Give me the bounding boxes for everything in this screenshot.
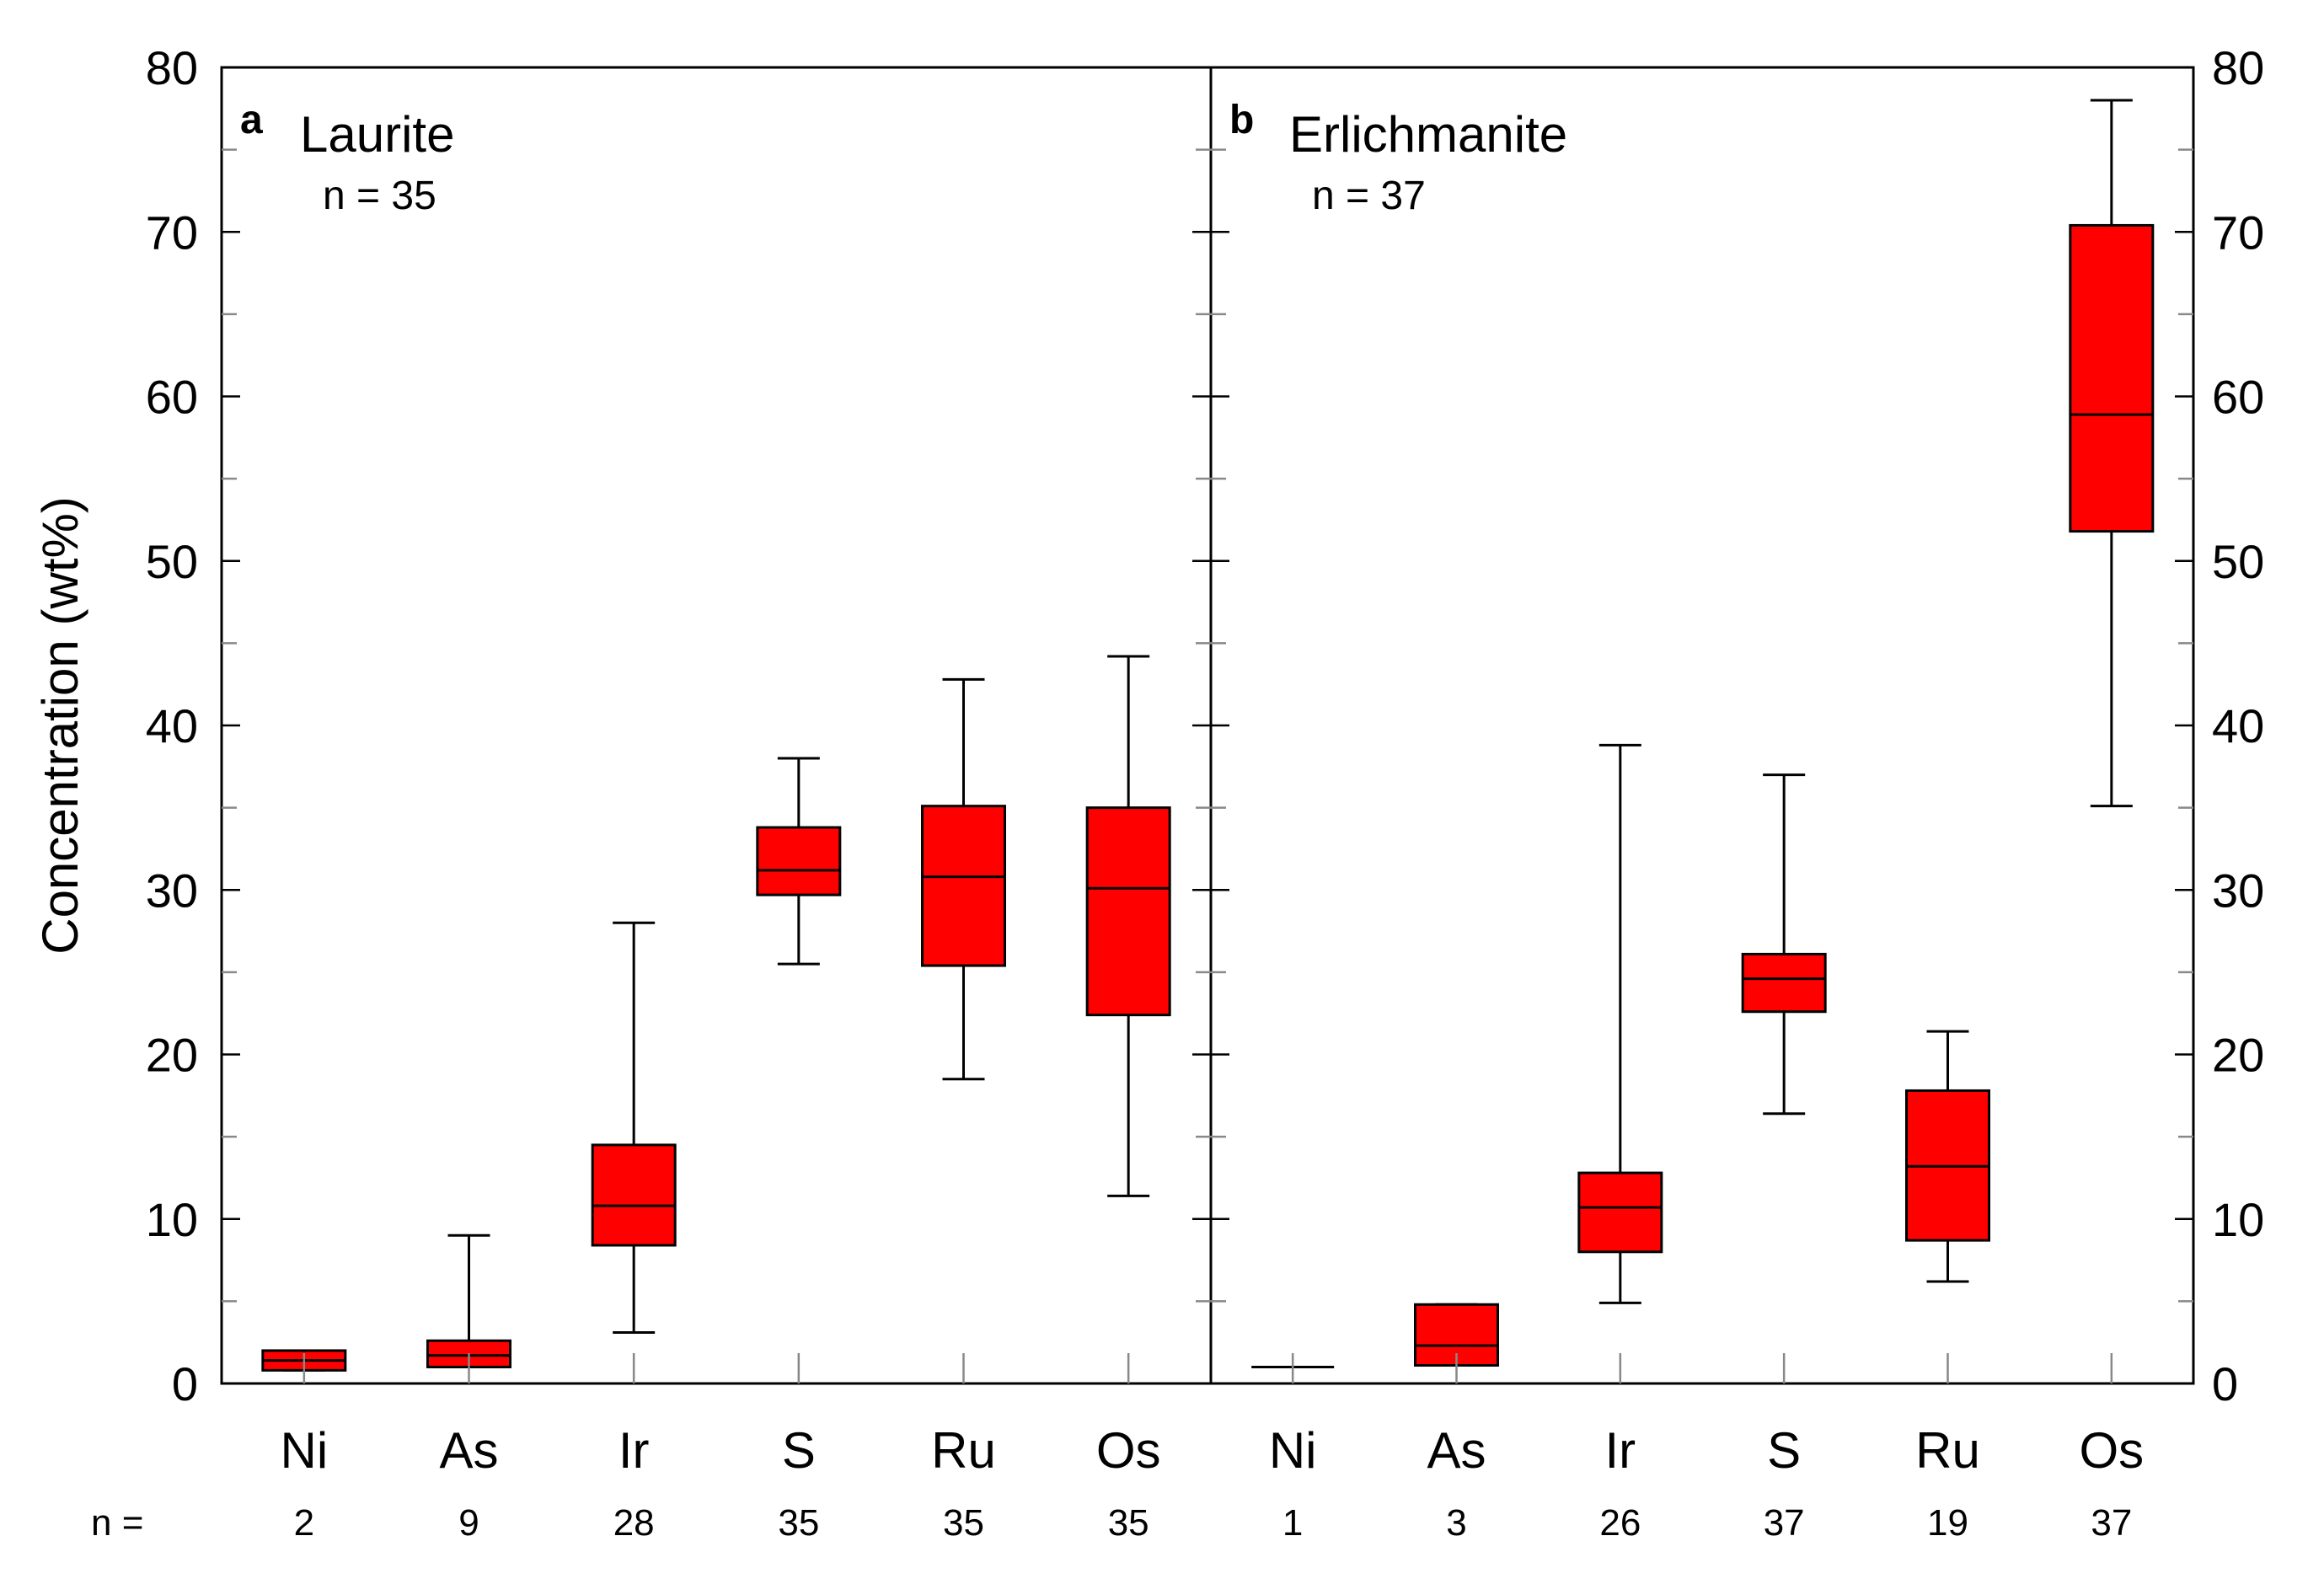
y-tick-label-left: 80 bbox=[146, 41, 198, 94]
n-count-label: 26 bbox=[1599, 1502, 1641, 1544]
n-count-label: 3 bbox=[1446, 1502, 1466, 1544]
y-tick-label-left: 40 bbox=[146, 699, 198, 752]
x-category-label: Ru bbox=[931, 1422, 996, 1479]
n-count-label: 35 bbox=[778, 1502, 819, 1544]
y-tick-label-left: 20 bbox=[146, 1029, 198, 1082]
x-category-label: Ir bbox=[1605, 1422, 1636, 1479]
box-a-Ir bbox=[591, 1143, 677, 1247]
box-b-Ir bbox=[1577, 1171, 1663, 1254]
panel-letter-b: b bbox=[1229, 98, 1254, 142]
frame-layer bbox=[220, 66, 2195, 1385]
x-category-label: Ru bbox=[1915, 1422, 1980, 1479]
text-layer: 0 0 10 10 20 20 30 30 40 40 50 50 60 60 70 70 80 80 Concen… bbox=[32, 41, 2264, 1544]
x-category-label: Ir bbox=[618, 1422, 650, 1479]
panel-letter-a: a bbox=[240, 98, 263, 142]
y-axis-title: Concentration (wt%) bbox=[32, 496, 88, 955]
n-count-label: 1 bbox=[1282, 1502, 1303, 1544]
x-category-label: As bbox=[439, 1422, 498, 1479]
y-tick-label-left: 50 bbox=[146, 535, 198, 588]
n-count-label: 37 bbox=[1764, 1502, 1805, 1544]
n-count-label: 19 bbox=[1927, 1502, 1968, 1544]
y-tick-label-left: 70 bbox=[146, 206, 198, 259]
x-category-label: S bbox=[1767, 1422, 1801, 1479]
n-count-label: 35 bbox=[1108, 1502, 1149, 1544]
panel-title-b: Erlichmanite bbox=[1289, 106, 1567, 163]
y-tick-label-right: 80 bbox=[2212, 41, 2264, 94]
y-tick-label-right: 40 bbox=[2212, 699, 2264, 752]
y-tick-label-right: 70 bbox=[2212, 206, 2264, 259]
n-count-label: 37 bbox=[2091, 1502, 2132, 1544]
y-tick-label-left: 60 bbox=[146, 371, 198, 424]
y-tick-label-left: 30 bbox=[146, 864, 198, 917]
y-tick-label-left: 10 bbox=[146, 1193, 198, 1246]
panel-title-a: Laurite bbox=[300, 106, 454, 163]
n-count-label: 28 bbox=[613, 1502, 655, 1544]
x-category-label: Ni bbox=[1269, 1422, 1317, 1479]
y-tick-label-right: 10 bbox=[2212, 1193, 2264, 1246]
box-a-Os bbox=[1085, 806, 1171, 1017]
n-count-label: 9 bbox=[458, 1502, 479, 1544]
x-category-label: Os bbox=[2079, 1422, 2144, 1479]
y-tick-label-right: 0 bbox=[2212, 1357, 2238, 1410]
panel-n-a: n = 35 bbox=[323, 174, 436, 218]
boxes-layer bbox=[261, 99, 2155, 1372]
x-category-label: S bbox=[782, 1422, 816, 1479]
panel-n-b: n = 37 bbox=[1312, 174, 1426, 218]
y-tick-label-right: 50 bbox=[2212, 535, 2264, 588]
n-row-label: n = bbox=[91, 1502, 143, 1544]
x-category-label: As bbox=[1427, 1422, 1486, 1479]
x-category-label: Ni bbox=[280, 1422, 328, 1479]
y-tick-label-right: 60 bbox=[2212, 371, 2264, 424]
n-count-label: 2 bbox=[294, 1502, 314, 1544]
box-a-Ru bbox=[921, 805, 1006, 967]
y-tick-label-right: 20 bbox=[2212, 1029, 2264, 1082]
y-tick-label-right: 30 bbox=[2212, 864, 2264, 917]
box-b-Os bbox=[2069, 223, 2155, 533]
y-tick-label-left: 0 bbox=[172, 1357, 198, 1410]
box-a-S bbox=[756, 826, 842, 896]
x-category-label: Os bbox=[1096, 1422, 1161, 1479]
box-b-S bbox=[1741, 952, 1827, 1014]
n-count-label: 35 bbox=[943, 1502, 984, 1544]
